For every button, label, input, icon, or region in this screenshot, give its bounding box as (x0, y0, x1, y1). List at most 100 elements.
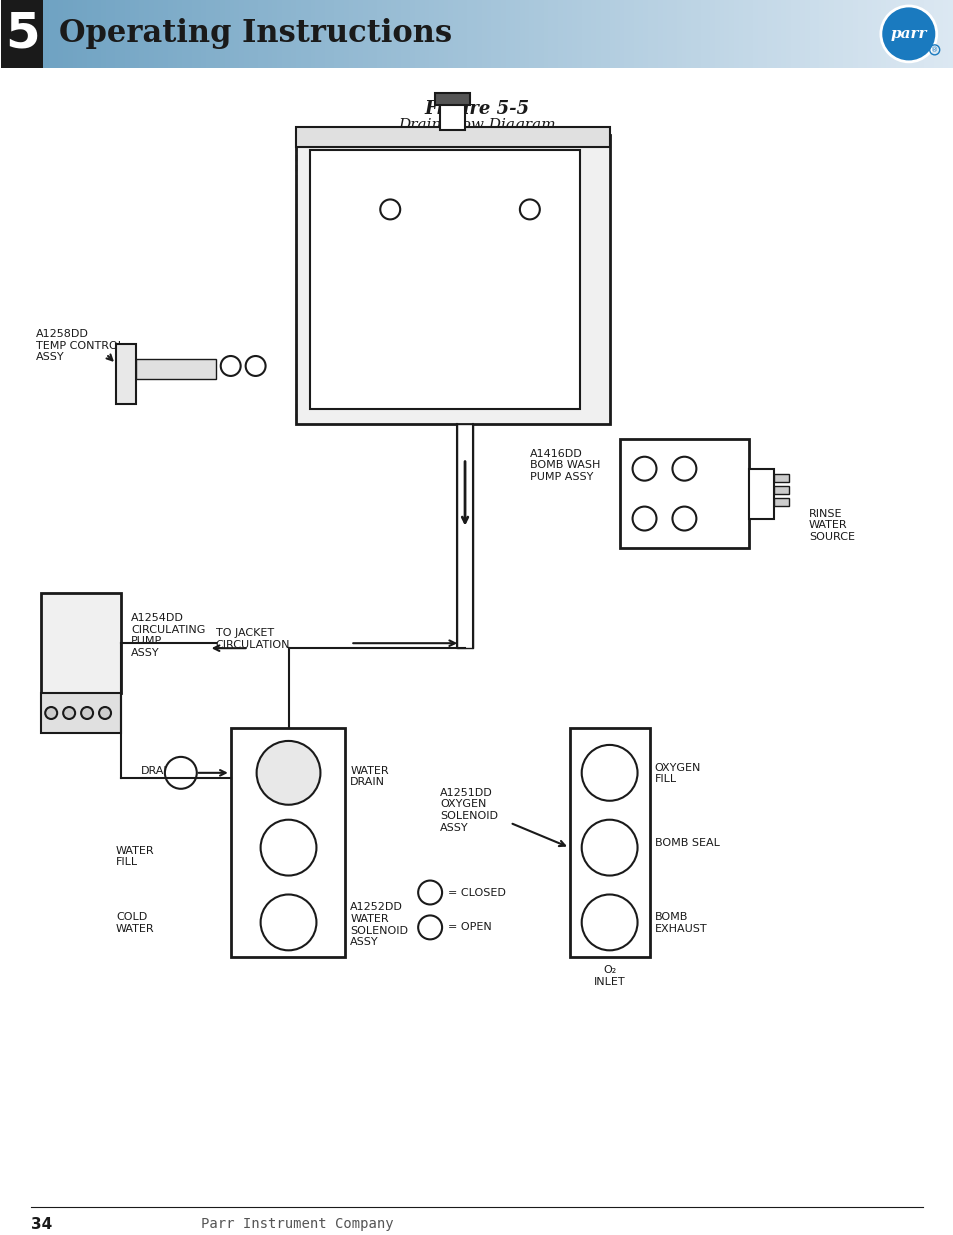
Text: TO JACKET
CIRCULATION: TO JACKET CIRCULATION (215, 629, 290, 650)
Bar (543, 0, 549, 68)
Bar (319, 0, 325, 68)
Bar (395, 0, 401, 68)
Bar (225, 0, 231, 68)
Bar (809, 0, 815, 68)
Bar (134, 0, 140, 68)
Bar (139, 0, 145, 68)
Bar (234, 0, 240, 68)
Bar (814, 0, 820, 68)
Bar (548, 0, 554, 68)
Bar (885, 0, 891, 68)
Bar (852, 0, 858, 68)
Circle shape (45, 706, 57, 719)
Text: A1416DD
BOMB WASH
PUMP ASSY: A1416DD BOMB WASH PUMP ASSY (529, 448, 599, 482)
Bar (823, 0, 829, 68)
Bar (524, 0, 530, 68)
Bar (752, 0, 758, 68)
Circle shape (519, 199, 539, 220)
Bar (462, 0, 468, 68)
Bar (182, 0, 188, 68)
Circle shape (220, 356, 240, 375)
Bar (215, 0, 221, 68)
Bar (329, 0, 335, 68)
Bar (857, 0, 862, 68)
Bar (201, 0, 207, 68)
Bar (410, 0, 416, 68)
Bar (168, 0, 173, 68)
Bar (766, 0, 772, 68)
Circle shape (245, 356, 265, 375)
Bar (44, 0, 50, 68)
Bar (862, 0, 867, 68)
Text: OXYGEN
FILL: OXYGEN FILL (654, 763, 700, 784)
Bar (231, 727, 345, 957)
Bar (671, 0, 677, 68)
Bar (101, 0, 107, 68)
Bar (904, 0, 910, 68)
Bar (277, 0, 283, 68)
Text: RINSE
WATER
SOURCE: RINSE WATER SOURCE (808, 509, 854, 542)
Text: A1254DD
CIRCULATING
PUMP
ASSY: A1254DD CIRCULATING PUMP ASSY (131, 614, 205, 658)
Text: Drain Flow Diagram: Drain Flow Diagram (397, 117, 556, 132)
Bar (947, 0, 953, 68)
Bar (206, 0, 212, 68)
Bar (728, 0, 734, 68)
Bar (733, 0, 739, 68)
Bar (434, 0, 439, 68)
Circle shape (63, 706, 75, 719)
Bar (833, 0, 839, 68)
Bar (761, 0, 767, 68)
Bar (91, 0, 97, 68)
Bar (324, 0, 330, 68)
Text: BOMB
EXHAUST: BOMB EXHAUST (654, 913, 706, 934)
Circle shape (165, 757, 196, 789)
Bar (34, 0, 40, 68)
Bar (773, 498, 788, 505)
Bar (314, 0, 321, 68)
Bar (928, 0, 934, 68)
Bar (72, 0, 78, 68)
Bar (115, 0, 121, 68)
Bar (177, 0, 183, 68)
Bar (41, 693, 121, 732)
Bar (562, 0, 568, 68)
Circle shape (417, 915, 441, 940)
Bar (419, 0, 425, 68)
Bar (515, 0, 520, 68)
Bar (438, 0, 444, 68)
Bar (192, 0, 197, 68)
Text: Parr Instrument Company: Parr Instrument Company (200, 1216, 393, 1230)
Text: WATER
DRAIN: WATER DRAIN (350, 766, 389, 788)
Bar (661, 0, 667, 68)
Bar (435, 93, 470, 105)
Bar (282, 0, 288, 68)
Circle shape (260, 820, 316, 876)
Bar (424, 0, 430, 68)
Bar (553, 0, 558, 68)
Circle shape (581, 894, 637, 951)
Circle shape (672, 506, 696, 531)
Bar (785, 0, 791, 68)
Bar (144, 0, 150, 68)
Bar (6, 0, 11, 68)
Circle shape (632, 457, 656, 480)
Bar (249, 0, 254, 68)
Text: A1258DD
TEMP CONTROL
ASSY: A1258DD TEMP CONTROL ASSY (36, 329, 124, 362)
Bar (704, 0, 710, 68)
Bar (842, 0, 848, 68)
Bar (676, 0, 681, 68)
Circle shape (256, 741, 320, 805)
Bar (748, 469, 773, 519)
Bar (615, 0, 620, 68)
Bar (938, 0, 943, 68)
Bar (624, 0, 630, 68)
Bar (39, 0, 45, 68)
Bar (457, 0, 463, 68)
Bar (900, 0, 905, 68)
Text: WATER
FILL: WATER FILL (116, 846, 154, 867)
Bar (53, 0, 59, 68)
Bar (781, 0, 786, 68)
Bar (719, 0, 724, 68)
Text: Operating Instructions: Operating Instructions (59, 19, 452, 49)
Bar (534, 0, 539, 68)
